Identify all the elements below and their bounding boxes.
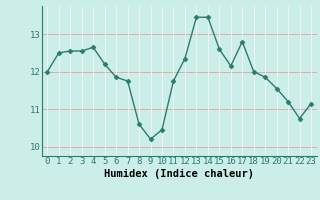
X-axis label: Humidex (Indice chaleur): Humidex (Indice chaleur): [104, 169, 254, 179]
